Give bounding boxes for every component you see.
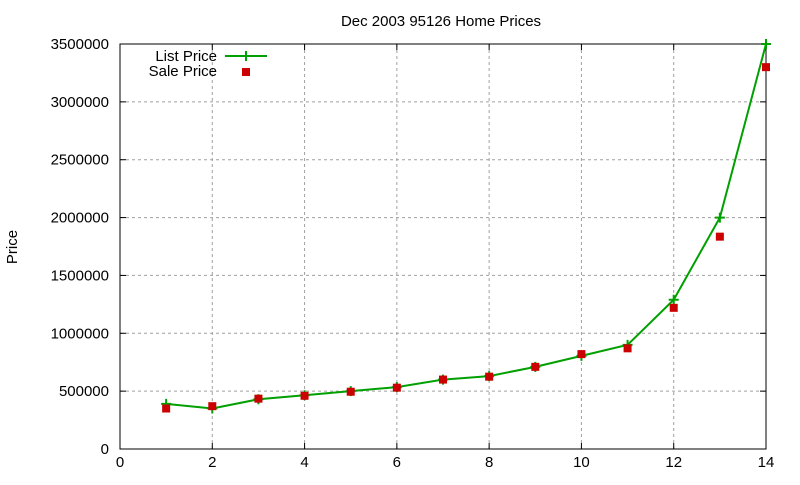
grid-lines [120,44,766,449]
y-tick-label: 3500000 [51,36,109,53]
x-tick-label: 12 [665,454,682,471]
square-marker-icon [577,350,586,359]
square-marker-icon [623,344,632,353]
plot-frame [119,43,767,450]
square-marker-icon [346,387,355,396]
y-axis-label: Price [4,230,21,264]
x-tick-label: 2 [208,454,216,471]
legend: List Price Sale Price [149,48,267,80]
square-marker-icon [392,383,401,392]
data-series [161,39,771,414]
square-marker-icon [485,372,494,381]
x-tick-label: 8 [485,454,493,471]
y-tick-label: 1500000 [51,267,109,284]
y-tick-label: 3000000 [51,94,109,111]
square-marker-icon [300,391,309,400]
axis-ticks [119,43,767,450]
tick-labels: 0 2 4 6 8 10 12 14 0 500000 1000000 1500000 2000000 2… [51,36,775,471]
legend-label-sale-price: Sale Price [149,63,217,80]
square-marker-icon [762,63,770,72]
square-marker-icon [715,232,724,241]
square-marker-icon [254,394,263,403]
legend-square-icon [242,68,250,76]
square-marker-icon [162,404,171,413]
x-tick-label: 14 [758,454,775,471]
x-tick-label: 0 [116,454,124,471]
chart-title: Dec 2003 95126 Home Prices [341,13,541,30]
x-tick-label: 10 [573,454,590,471]
plus-marker-icon [668,294,679,305]
plus-marker-icon [714,212,725,223]
x-tick-label: 4 [300,454,308,471]
square-marker-icon [208,402,217,411]
square-marker-icon [531,362,540,371]
y-tick-label: 1000000 [51,325,109,342]
y-tick-label: 2000000 [51,210,109,227]
plus-marker-icon [761,39,771,49]
series-line [166,43,767,410]
y-tick-label: 500000 [59,383,109,400]
y-tick-label: 0 [101,441,109,458]
square-marker-icon [439,375,447,384]
series-list-price [161,39,771,414]
legend-label-list-price: List Price [155,48,217,65]
series-sale-price [162,63,770,413]
y-tick-label: 2500000 [51,152,109,169]
square-marker-icon [669,303,678,312]
x-tick-label: 6 [393,454,401,471]
legend-plus-icon [241,51,251,61]
